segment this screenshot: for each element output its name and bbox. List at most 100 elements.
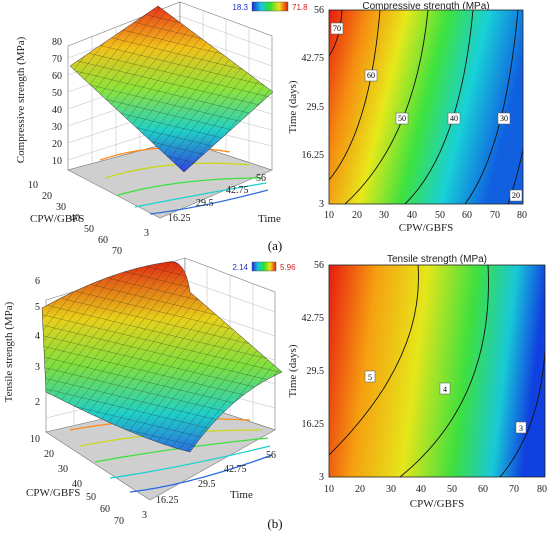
x-tick: 60 [98,235,108,246]
contour-label: 5 [368,373,372,382]
contour-ylabel-a: Time (days) [287,80,299,133]
x-tick: 50 [84,224,94,235]
y-tick: 16.25 [156,495,179,506]
panel-label-a: (a) [268,238,282,253]
y-tick: 56 [256,173,266,184]
x-tick: 20 [44,449,54,460]
x-tick: 70 [112,246,122,257]
contour-label: 40 [450,114,458,123]
contour-label: 4 [443,385,447,394]
contour-title-b: Tensile strength (MPa) [387,254,487,265]
x-tick: 40 [407,210,417,221]
x-ticks-a: 10 20 30 40 50 60 70 [28,180,122,257]
surface-plot-b: 2.14 5.96 2 3 4 5 6 Tensile strength (MP… [3,257,296,527]
z-tick: 6 [35,276,40,287]
colorbar-a [251,1,289,12]
contour-x-ticks-b: 10 20 30 40 50 60 70 80 [324,484,547,495]
contour-label: 50 [398,114,406,123]
contour-label: 60 [367,71,375,80]
y-tick: 56 [314,260,324,271]
contour-label: 20 [512,191,520,200]
x-tick: 10 [30,434,40,445]
heatmap-a [329,10,523,204]
z-ticks-a: 10 20 30 40 50 60 70 80 [52,37,62,167]
panel-label-b: (b) [267,516,282,531]
y-tick: 29.5 [196,198,214,209]
x-tick: 20 [355,484,365,495]
z-tick: 4 [35,331,40,342]
x-tick: 20 [352,210,362,221]
z-tick: 5 [35,302,40,313]
surface-plot-a: 18.3 71.8 10 20 30 40 50 60 70 80 Compre… [15,1,308,257]
contour-label: 70 [333,24,341,33]
x-tick: 70 [509,484,519,495]
x-tick: 70 [114,516,124,527]
contour-labels-a: 70 60 50 40 30 20 [330,22,523,202]
z-tick: 50 [52,88,62,99]
x-axis-label-b: CPW/GBFS [26,487,80,499]
contour-plot-a: Compressive strength (MPa) 70 60 50 40 3… [287,1,527,234]
y-tick: 16.25 [302,419,325,430]
x-tick: 20 [42,191,52,202]
x-tick: 60 [100,504,110,515]
z-tick: 2 [35,397,40,408]
y-tick: 56 [314,5,324,16]
y-ticks-a: 3 16.25 29.5 42.75 56 [144,173,266,239]
y-tick: 42.75 [302,53,325,64]
y-tick: 42.75 [226,185,249,196]
x-axis-label-a: CPW/GBFS [30,213,84,225]
heatmap-b [329,265,545,477]
y-tick: 16.25 [168,213,191,224]
x-tick: 30 [379,210,389,221]
contour-lines-b [329,265,545,477]
x-tick: 40 [70,213,80,224]
x-tick: 80 [537,484,547,495]
x-tick: 10 [324,484,334,495]
y-axis-label-a: Time [258,213,281,225]
x-tick: 80 [517,210,527,221]
contour-x-ticks-a: 10 20 30 40 50 60 70 80 [324,210,527,221]
x-tick: 50 [447,484,457,495]
contour-label: 30 [500,114,508,123]
contour-xlabel-b: CPW/GBFS [410,498,464,510]
y-tick: 29.5 [198,479,216,490]
contour-frame-a [328,9,524,205]
x-tick: 30 [386,484,396,495]
x-tick: 30 [58,464,68,475]
x-tick: 40 [72,479,82,490]
x-tick: 40 [416,484,426,495]
y-tick: 56 [266,450,276,461]
x-tick: 70 [490,210,500,221]
x-tick: 60 [478,484,488,495]
y-ticks-b: 3 16.25 29.5 42.75 56 [142,450,276,521]
response-surface-a [69,5,274,173]
contour-plot-b: Tensile strength (MPa) 5 4 3 10 20 30 40… [287,254,547,510]
y-tick: 3 [319,199,324,210]
y-axis-label-b: Time [230,489,253,501]
contour-title-a: Compressive strength (MPa) [362,1,489,12]
colorbar-min-a: 18.3 [232,3,248,12]
contour-y-ticks-a: 3 16.25 29.5 42.75 56 [302,5,325,210]
colorbar-max-b: 5.96 [280,263,296,272]
response-surface-b [41,261,283,453]
z-axis-label-b: Tensile strength (MPa) [3,301,15,402]
contour-y-ticks-b: 3 16.25 29.5 42.75 56 [302,260,325,483]
z-tick: 3 [35,362,40,373]
y-tick: 16.25 [302,150,325,161]
colorbar-max-a: 71.8 [292,3,308,12]
y-tick: 29.5 [307,366,325,377]
x-ticks-b: 10 20 30 40 50 60 70 [30,434,124,527]
x-tick: 60 [462,210,472,221]
contour-labels-b: 5 4 3 [364,370,527,434]
x-tick: 50 [435,210,445,221]
y-tick: 3 [144,228,149,239]
z-tick: 20 [52,139,62,150]
x-tick: 10 [324,210,334,221]
contour-frame-b [328,264,546,478]
z-tick: 80 [52,37,62,48]
z-ticks-b: 2 3 4 5 6 [35,276,40,408]
z-tick: 60 [52,71,62,82]
z-tick: 10 [52,156,62,167]
z-axis-label-a: Compressive strength (MPa) [15,36,27,163]
